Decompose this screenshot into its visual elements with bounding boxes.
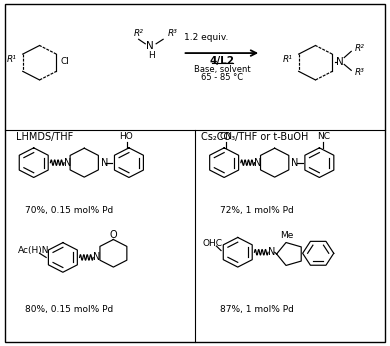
Text: NC: NC bbox=[317, 132, 330, 141]
Text: N: N bbox=[337, 57, 344, 67]
Text: LHMDS/THF: LHMDS/THF bbox=[16, 132, 73, 142]
Text: HO: HO bbox=[119, 132, 133, 141]
Text: 80%, 0.15 mol% Pd: 80%, 0.15 mol% Pd bbox=[25, 304, 113, 313]
Text: Base, solvent: Base, solvent bbox=[194, 65, 250, 74]
Text: 70%, 0.15 mol% Pd: 70%, 0.15 mol% Pd bbox=[25, 207, 113, 216]
Text: CN: CN bbox=[220, 132, 232, 141]
Text: 1.2 equiv.: 1.2 equiv. bbox=[184, 33, 229, 42]
Text: N: N bbox=[254, 158, 262, 168]
Text: N: N bbox=[93, 253, 100, 262]
Text: H: H bbox=[148, 51, 154, 60]
Text: OHC: OHC bbox=[202, 239, 222, 248]
Text: N: N bbox=[268, 247, 275, 257]
Text: Me: Me bbox=[280, 230, 293, 239]
Text: O: O bbox=[110, 230, 117, 240]
Text: R²: R² bbox=[355, 44, 365, 53]
Text: N: N bbox=[101, 158, 108, 168]
Text: N: N bbox=[64, 158, 71, 168]
Text: R³: R³ bbox=[355, 68, 365, 77]
Text: Cl: Cl bbox=[60, 57, 69, 66]
Text: Ac(H)N: Ac(H)N bbox=[18, 246, 50, 255]
Text: Cs₂CO₃/THF or t-BuOH: Cs₂CO₃/THF or t-BuOH bbox=[201, 132, 308, 142]
Text: N: N bbox=[291, 158, 299, 168]
Text: N: N bbox=[146, 41, 154, 51]
Text: R³: R³ bbox=[168, 29, 177, 38]
Text: 87%, 1 mol% Pd: 87%, 1 mol% Pd bbox=[220, 304, 294, 313]
Text: R¹: R¹ bbox=[283, 55, 293, 64]
Text: R¹: R¹ bbox=[7, 55, 17, 64]
Text: 72%, 1 mol% Pd: 72%, 1 mol% Pd bbox=[220, 207, 294, 216]
Text: R²: R² bbox=[134, 29, 144, 38]
Text: 4/L2: 4/L2 bbox=[210, 56, 235, 66]
Text: 65 - 85 °C: 65 - 85 °C bbox=[201, 73, 243, 82]
